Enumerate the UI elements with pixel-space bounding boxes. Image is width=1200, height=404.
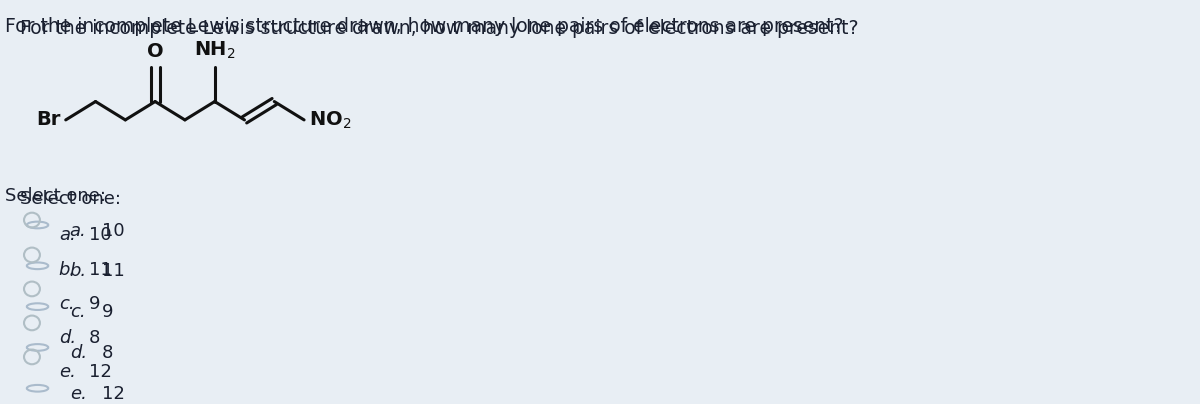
Text: c.: c. [70, 303, 85, 321]
Text: NO$_2$: NO$_2$ [310, 109, 352, 130]
Text: 8: 8 [102, 344, 113, 362]
Text: c.: c. [59, 295, 74, 314]
Text: NH$_2$: NH$_2$ [194, 40, 235, 61]
Text: Select one:: Select one: [6, 187, 107, 205]
Text: For the incomplete Lewis structure drawn, how many lone pairs of electrons are p: For the incomplete Lewis structure drawn… [19, 19, 858, 38]
Text: a.: a. [59, 227, 76, 244]
Text: d.: d. [59, 329, 76, 347]
Text: 9: 9 [102, 303, 113, 321]
Text: 12: 12 [102, 385, 125, 403]
Text: 9: 9 [89, 295, 100, 314]
Text: 10: 10 [89, 227, 112, 244]
Text: 10: 10 [102, 221, 125, 240]
Text: e.: e. [59, 363, 76, 381]
Text: Select one:: Select one: [19, 190, 121, 208]
Text: b.: b. [59, 261, 76, 280]
Text: For the incomplete Lewis structure drawn, how many lone pairs of electrons are p: For the incomplete Lewis structure drawn… [6, 17, 844, 36]
Text: 11: 11 [89, 261, 112, 280]
Text: O: O [146, 42, 163, 61]
Text: d.: d. [70, 344, 86, 362]
Text: 8: 8 [89, 329, 100, 347]
Text: b.: b. [70, 262, 86, 280]
Text: Br: Br [36, 110, 61, 129]
Text: e.: e. [70, 385, 86, 403]
Text: a.: a. [70, 221, 86, 240]
Text: 12: 12 [89, 363, 112, 381]
Text: 11: 11 [102, 262, 125, 280]
